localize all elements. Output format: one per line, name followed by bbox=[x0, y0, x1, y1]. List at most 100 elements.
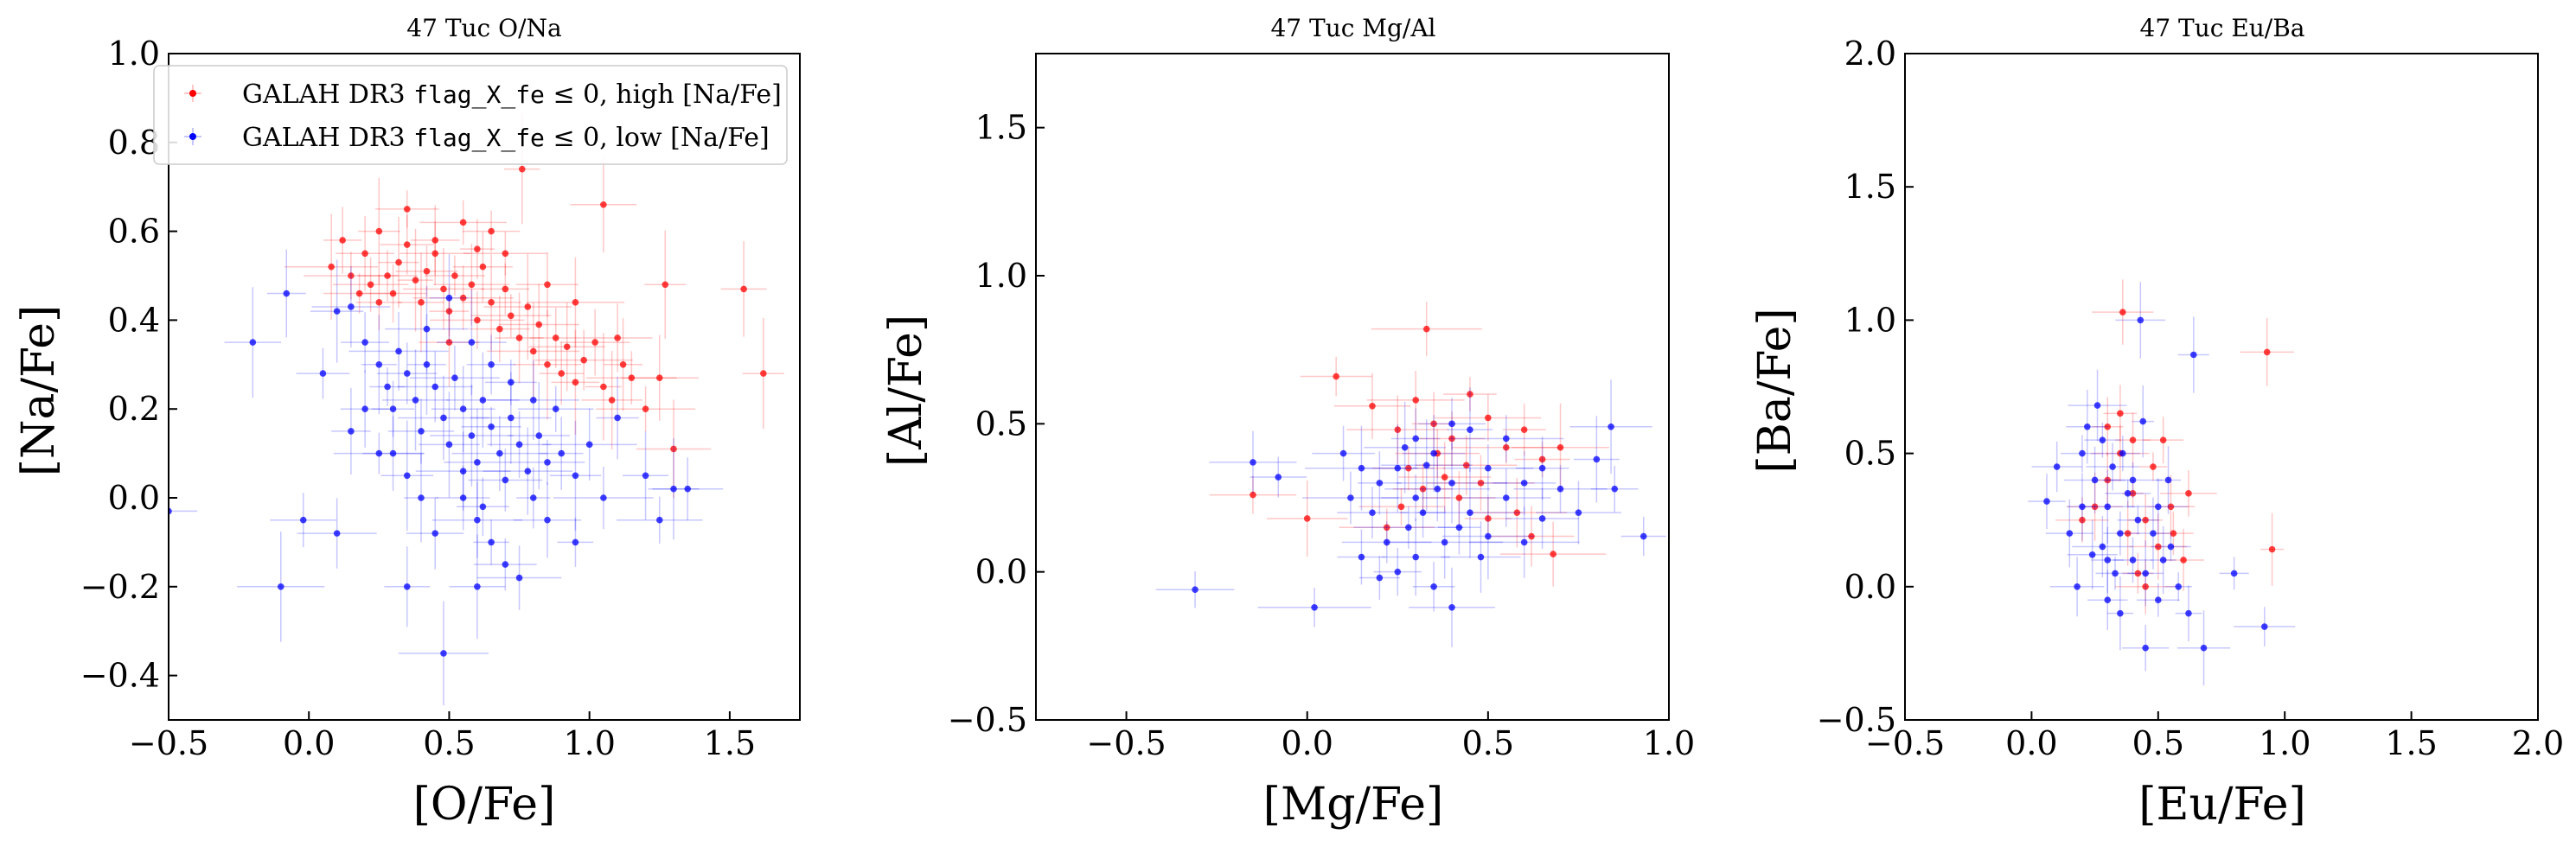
data-point bbox=[600, 383, 607, 391]
data-point bbox=[440, 650, 447, 657]
data-point bbox=[2053, 463, 2061, 470]
data-point bbox=[740, 285, 747, 293]
data-point bbox=[1538, 455, 1546, 463]
data-point bbox=[2091, 503, 2099, 511]
data-point bbox=[508, 414, 515, 422]
data-point bbox=[519, 165, 526, 173]
x-tick-label: 0.0 bbox=[2005, 724, 2057, 762]
data-point bbox=[1608, 423, 1614, 430]
data-point bbox=[1593, 455, 1601, 463]
data-point bbox=[1448, 420, 1455, 428]
data-point bbox=[440, 285, 447, 293]
data-point bbox=[348, 272, 355, 279]
data-point bbox=[600, 494, 607, 501]
data-point bbox=[375, 361, 383, 368]
x-tick-label: 0.5 bbox=[423, 724, 475, 762]
data-point bbox=[1513, 509, 1521, 516]
data-point bbox=[535, 321, 543, 328]
x-tick-label: 1.5 bbox=[2385, 724, 2437, 762]
data-point bbox=[1394, 464, 1402, 472]
data-point bbox=[2268, 545, 2276, 553]
data-point bbox=[459, 294, 467, 302]
data-point bbox=[585, 441, 593, 449]
data-point bbox=[375, 449, 383, 457]
data-point bbox=[2117, 410, 2124, 417]
data-point bbox=[348, 303, 355, 310]
legend: GALAH DR3 flag_X_fe ≤ 0, high [Na/Fe] GAL… bbox=[153, 65, 788, 165]
data-point bbox=[1485, 515, 1492, 522]
data-point bbox=[423, 268, 431, 275]
data-point bbox=[1250, 491, 1256, 499]
data-point bbox=[552, 405, 559, 413]
data-point bbox=[1405, 524, 1412, 532]
data-point bbox=[2129, 436, 2137, 443]
data-point bbox=[2134, 570, 2142, 577]
data-point bbox=[1405, 464, 1412, 472]
data-point bbox=[431, 237, 439, 244]
x-tick-label: 1.5 bbox=[704, 724, 756, 762]
data-point bbox=[2043, 498, 2050, 505]
data-point bbox=[488, 299, 495, 306]
data-point bbox=[614, 414, 621, 422]
y-axis-label: [Al/Fe] bbox=[880, 315, 932, 467]
panel-title: 47 Tuc Eu/Ba bbox=[2140, 14, 2305, 42]
data-point bbox=[2170, 530, 2177, 537]
data-point bbox=[1448, 480, 1455, 487]
data-point bbox=[2074, 583, 2081, 590]
data-point bbox=[1192, 586, 1199, 594]
data-point bbox=[445, 441, 453, 449]
data-point bbox=[1575, 509, 1582, 516]
data-point bbox=[479, 503, 487, 511]
data-point bbox=[1303, 515, 1311, 522]
data-point bbox=[2079, 503, 2086, 511]
data-point bbox=[2099, 543, 2106, 551]
data-point bbox=[600, 201, 607, 208]
data-point bbox=[395, 347, 402, 355]
data-point bbox=[1376, 480, 1384, 487]
data-point bbox=[2142, 516, 2149, 524]
data-point bbox=[2104, 476, 2112, 484]
data-point bbox=[361, 250, 368, 258]
data-point bbox=[2079, 449, 2086, 457]
data-point bbox=[2129, 476, 2137, 484]
data-point bbox=[544, 281, 551, 289]
y-tick-label: 1.0 bbox=[975, 257, 1027, 295]
data-point bbox=[319, 370, 327, 377]
x-tick-label: 0.5 bbox=[2132, 724, 2184, 762]
y-tick-label: −0.5 bbox=[1817, 701, 1896, 739]
data-point bbox=[628, 374, 636, 382]
data-point bbox=[2134, 516, 2142, 524]
data-point bbox=[2175, 583, 2183, 590]
data-point bbox=[1477, 480, 1485, 487]
x-axis-label: [Mg/Fe] bbox=[1263, 779, 1444, 831]
data-point bbox=[2117, 609, 2124, 617]
plot-area bbox=[169, 114, 784, 706]
data-point bbox=[1611, 485, 1619, 493]
data-point bbox=[1430, 583, 1437, 590]
data-point bbox=[299, 516, 307, 524]
data-point bbox=[1333, 373, 1339, 380]
data-point bbox=[431, 250, 439, 258]
data-point bbox=[384, 383, 391, 391]
x-tick-label: 0.5 bbox=[1462, 724, 1514, 762]
legend-label: GALAH DR3 flag_X_fe ≤ 0, high [Na/Fe] bbox=[242, 80, 782, 110]
legend-marker bbox=[189, 133, 196, 140]
x-tick-label: −0.5 bbox=[1086, 724, 1166, 762]
data-point bbox=[403, 583, 411, 590]
data-point bbox=[389, 290, 397, 297]
y-axis-label: [Ba/Fe] bbox=[1749, 308, 1801, 473]
data-point bbox=[662, 281, 669, 289]
data-point bbox=[474, 245, 481, 252]
data-point bbox=[333, 530, 341, 537]
data-point bbox=[277, 583, 284, 590]
plot-area bbox=[1155, 302, 1666, 647]
data-point bbox=[355, 290, 363, 297]
data-point bbox=[488, 227, 495, 235]
y-tick-label: −0.2 bbox=[80, 568, 160, 606]
data-point bbox=[2093, 402, 2101, 409]
panel-title: 47 Tuc O/Na bbox=[406, 14, 561, 42]
data-point bbox=[524, 303, 532, 310]
data-point bbox=[468, 339, 476, 346]
data-point bbox=[1485, 414, 1492, 422]
data-point bbox=[1502, 443, 1510, 451]
